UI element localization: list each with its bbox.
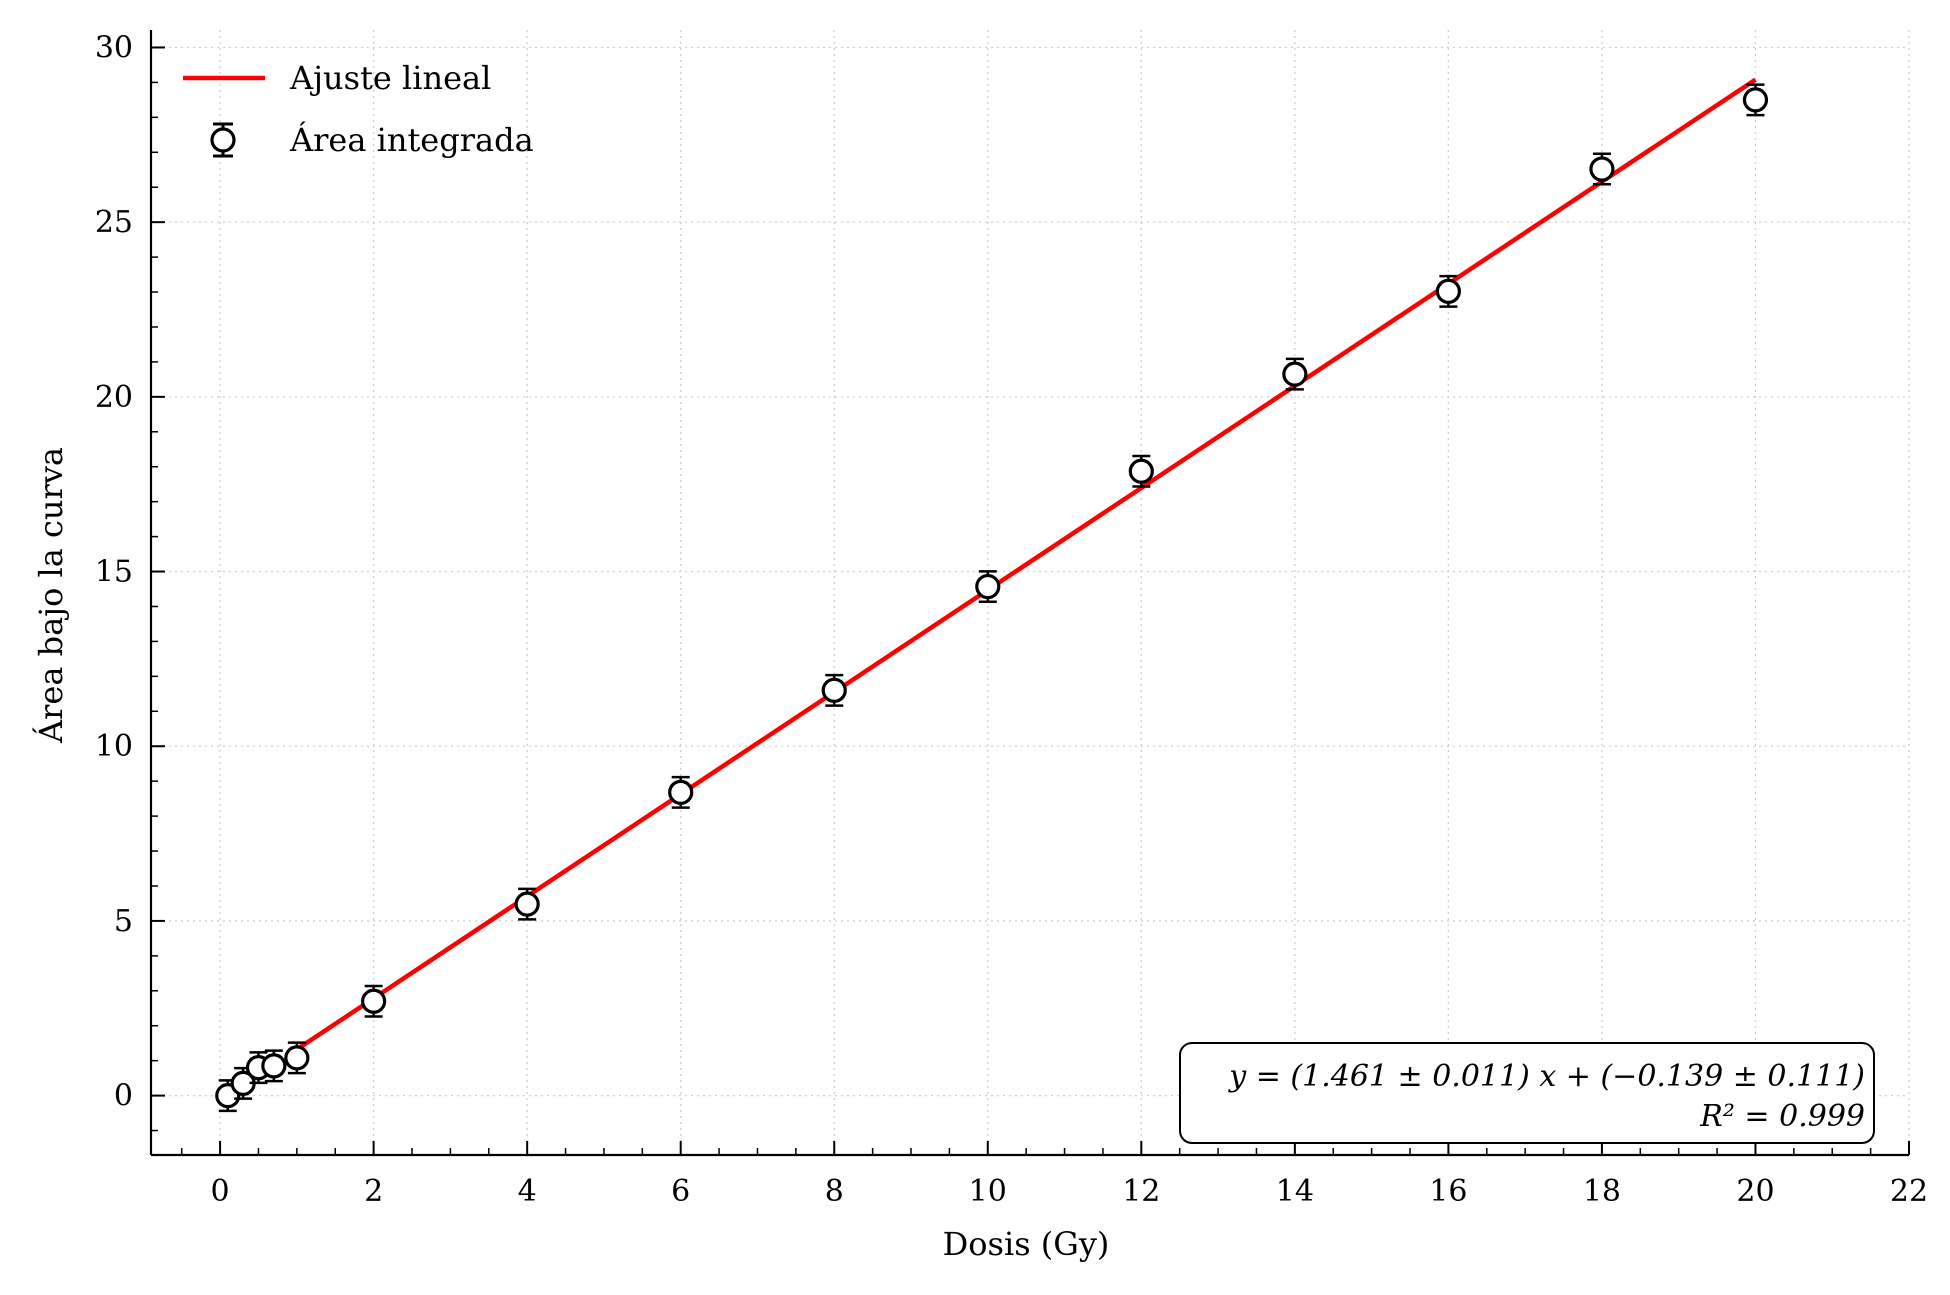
data-point — [261, 1053, 287, 1079]
data-point — [1589, 156, 1615, 182]
y-tick-label: 0 — [114, 1079, 133, 1114]
y-tick-label: 5 — [114, 904, 133, 939]
y-tick-label: 25 — [95, 205, 133, 240]
axes-layer: 0 2 4 6 8 10 12 14 16 18 20 22 0 5 10 15 20 25 30 — [95, 30, 1928, 1209]
data-point — [821, 677, 847, 703]
data-point — [514, 891, 540, 917]
data-point — [668, 779, 694, 805]
y-tick-label: 20 — [95, 380, 133, 415]
y-tick-label: 10 — [95, 729, 133, 764]
fit-annotation: y = (1.461 ± 0.011) x + (−0.139 ± 0.111)… — [1179, 1042, 1875, 1144]
data-point — [975, 573, 1001, 600]
annotation-r2: R² = 0.999 — [1699, 1099, 1865, 1134]
x-tick-label: 0 — [211, 1174, 230, 1209]
data-point — [1435, 278, 1461, 304]
legend: Ajuste lineal Área integrada — [183, 59, 534, 159]
data-point — [284, 1045, 310, 1071]
y-tick-label: 30 — [95, 30, 133, 65]
x-tick-label: 8 — [825, 1174, 844, 1209]
x-axis-title: Dosis (Gy) — [943, 1225, 1110, 1263]
fit-line — [295, 77, 1757, 1052]
y-axis-title: Área bajo la curva — [32, 447, 70, 744]
points-layer — [215, 83, 1769, 1113]
legend-point-label: Área integrada — [289, 121, 534, 159]
x-tick-label: 2 — [364, 1174, 383, 1209]
annotation-box — [1179, 1042, 1875, 1144]
legend-fit-label: Ajuste lineal — [289, 59, 491, 97]
x-tick-label: 6 — [671, 1174, 690, 1209]
annotation-equation: y = (1.461 ± 0.011) x + (−0.139 ± 0.111) — [1227, 1059, 1865, 1094]
data-point — [1742, 87, 1769, 113]
x-tick-label: 10 — [969, 1174, 1007, 1209]
data-point — [361, 988, 387, 1014]
fit-layer — [295, 77, 1757, 1052]
legend-point-marker — [210, 127, 236, 153]
grid-layer — [151, 30, 1910, 1155]
x-tick-label: 12 — [1122, 1174, 1160, 1209]
x-tick-label: 16 — [1429, 1174, 1467, 1209]
x-tick-label: 18 — [1583, 1174, 1621, 1209]
x-tick-label: 14 — [1276, 1174, 1314, 1209]
y-tick-label: 15 — [95, 555, 133, 590]
x-tick-label: 20 — [1736, 1174, 1774, 1209]
data-point — [1128, 458, 1154, 484]
x-tick-label: 22 — [1890, 1174, 1928, 1209]
data-point — [1282, 361, 1308, 387]
x-tick-label: 4 — [518, 1174, 537, 1209]
